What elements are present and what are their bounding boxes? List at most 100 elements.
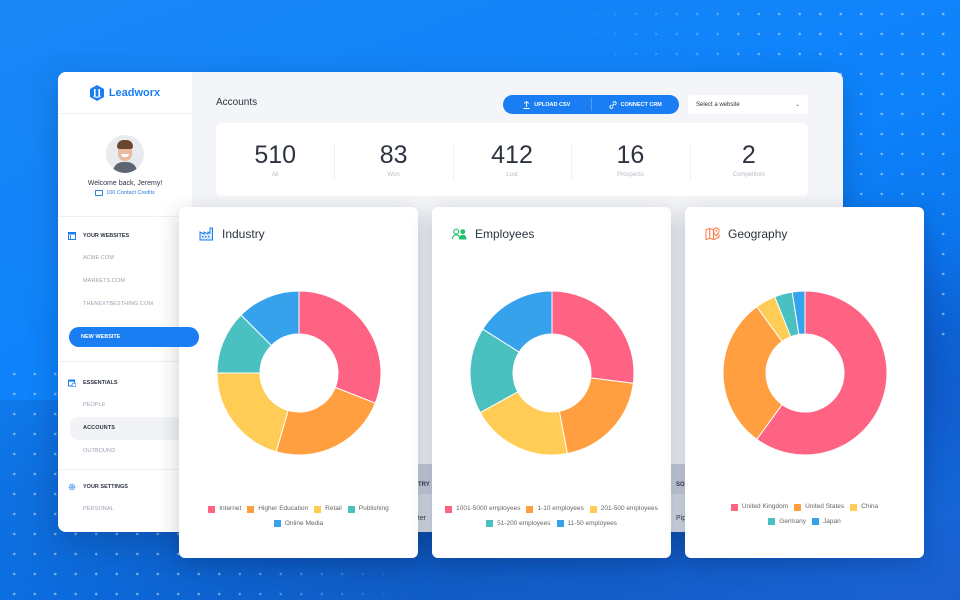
legend-swatch	[556, 520, 564, 527]
new-website-button[interactable]: NEW WEBSITE	[69, 327, 199, 347]
donut-segment[interactable]	[722, 305, 783, 441]
upload-csv-button[interactable]: UPLOAD CSV	[503, 95, 591, 114]
industry-donut-chart[interactable]	[179, 285, 418, 461]
page-title: Accounts	[216, 97, 258, 108]
legend-label: 201-500 employees	[600, 505, 658, 512]
leadworx-logo-icon	[89, 84, 104, 101]
donut-segment[interactable]	[551, 290, 635, 384]
gear-icon	[68, 483, 76, 491]
welcome-text: Welcome back, Jeremy!	[87, 180, 163, 187]
geography-donut-chart[interactable]	[685, 285, 924, 461]
legend-item[interactable]: 11-50 employees	[556, 518, 617, 530]
legend-swatch	[347, 505, 355, 513]
donut-segment[interactable]	[756, 290, 888, 456]
donut-segment[interactable]	[275, 386, 376, 456]
legend-swatch	[730, 503, 738, 511]
chevron-down-icon: ⌄	[794, 102, 800, 108]
nav-item-accounts[interactable]: ACCOUNTS	[70, 417, 192, 440]
section-title: YOUR WEBSITES	[83, 233, 130, 239]
legend-item[interactable]: United Kingdom	[730, 501, 789, 513]
legend-swatch	[526, 505, 534, 513]
section-title: YOUR SETTINGS	[83, 484, 128, 490]
donut-segment[interactable]	[558, 377, 634, 455]
stat-won[interactable]: 83 Won	[334, 141, 452, 180]
nav-item-outbound[interactable]: OUTBOUND	[83, 448, 116, 454]
legend-item[interactable]: Internet	[208, 503, 241, 515]
map-pin-icon	[705, 227, 720, 241]
industry-legend: Internet Higher Education Retail Publishing…	[189, 503, 408, 532]
card-title: Employees	[475, 227, 535, 241]
legend-swatch	[314, 505, 322, 513]
section-essentials[interactable]: ESSENTIALS	[58, 372, 192, 394]
link-icon	[609, 100, 617, 109]
card-header: Industry	[199, 227, 265, 241]
employees-card: Employees 1001-5000 employees 1-10 employ…	[432, 207, 671, 558]
stat-value: 16	[616, 141, 645, 169]
section-your-settings[interactable]: YOUR SETTINGS ^	[58, 476, 192, 498]
website-select-value: Select a website	[696, 101, 740, 108]
legend-item[interactable]: 1001-5000 employees	[445, 503, 520, 515]
donut-segment[interactable]	[791, 290, 806, 336]
avatar[interactable]	[106, 135, 144, 173]
section-title: ESSENTIALS	[83, 380, 118, 386]
legend-item[interactable]: Publishing	[347, 503, 389, 515]
legend-item[interactable]: 201-500 employees	[589, 503, 658, 515]
legend-label: 1-10 employees	[537, 505, 584, 512]
donut-segment[interactable]	[240, 290, 300, 347]
legend-item[interactable]: Higher Education	[247, 503, 308, 515]
website-item-thenextbesthing[interactable]: THENEXTBESTHING.COM	[83, 301, 154, 307]
donut-segment[interactable]	[482, 290, 553, 353]
legend-label: 11-50 employees	[567, 519, 617, 527]
legend-label: Higher Education	[258, 505, 309, 512]
legend-item[interactable]: Retail	[314, 503, 342, 515]
legend-item[interactable]: Germany	[768, 516, 806, 528]
connect-crm-button[interactable]: CONNECT CRM	[592, 95, 680, 114]
stat-prospects[interactable]: 16 Prospects	[571, 141, 689, 180]
legend-label: United Kingdom	[741, 503, 789, 510]
website-select[interactable]: Select a website ⌄	[688, 95, 808, 114]
sidebar: Leadworx Welcome back, Jeremy! 100 Conta…	[58, 72, 199, 532]
legend-item[interactable]: China	[850, 501, 878, 513]
stat-all[interactable]: 510 All	[216, 141, 334, 178]
legend-swatch	[850, 503, 858, 511]
employees-donut-chart[interactable]	[432, 285, 671, 461]
id-card-icon	[95, 190, 104, 196]
column-header-industry: STRY	[414, 482, 430, 488]
stat-competitors[interactable]: 2 Competitors	[689, 141, 808, 180]
website-item-markets[interactable]: MARKETS.COM	[83, 278, 126, 284]
users-icon	[452, 228, 467, 240]
legend-label: 1001-5000 employees	[456, 505, 521, 512]
nav-item-people[interactable]: PEOPLE	[83, 402, 106, 408]
legend-item[interactable]: United States	[794, 501, 844, 513]
donut-segment[interactable]	[216, 372, 289, 453]
legend-item[interactable]: 51-200 employees	[486, 518, 551, 530]
legend-swatch	[247, 505, 255, 513]
legend-label: 51-200 employees	[497, 519, 551, 527]
contact-credits[interactable]: 100 Contact Credits	[58, 190, 192, 196]
divider	[590, 98, 592, 111]
stat-label: All	[271, 172, 279, 178]
stat-lost[interactable]: 412 Lost	[452, 141, 571, 180]
connect-crm-label: CONNECT CRM	[620, 101, 662, 108]
browser-icon	[68, 232, 76, 240]
action-button-group: UPLOAD CSV CONNECT CRM	[503, 95, 679, 114]
nav-item-personal[interactable]: PERSONAL	[83, 506, 114, 512]
legend-item[interactable]: Japan	[812, 516, 841, 528]
section-your-websites[interactable]: YOUR WEBSITES 10	[58, 225, 198, 247]
card-title: Industry	[222, 227, 265, 241]
legend-label: Publishing	[358, 505, 389, 512]
contact-credits-label: 100 Contact Credits	[106, 190, 155, 196]
employees-legend: 1001-5000 employees 1-10 employees 201-500…	[442, 503, 661, 532]
card-title: Geography	[728, 227, 788, 241]
donut-segment[interactable]	[298, 290, 382, 404]
logo[interactable]: Leadworx	[58, 72, 192, 114]
legend-swatch	[794, 503, 802, 511]
stat-label: Lost	[506, 172, 518, 178]
website-item-acme[interactable]: ACME.COM	[83, 255, 115, 261]
table-cell: Pip	[676, 515, 687, 522]
column-header-source: SO	[676, 482, 685, 488]
geography-card: Geography United Kingdom United States Chi…	[685, 207, 924, 558]
legend-item[interactable]: Online Media	[273, 518, 323, 530]
legend-item[interactable]: 1-10 employees	[526, 503, 584, 515]
stats-summary: 510 All 83 Won 412 Lost 16 Prospects 2 C…	[216, 123, 808, 196]
